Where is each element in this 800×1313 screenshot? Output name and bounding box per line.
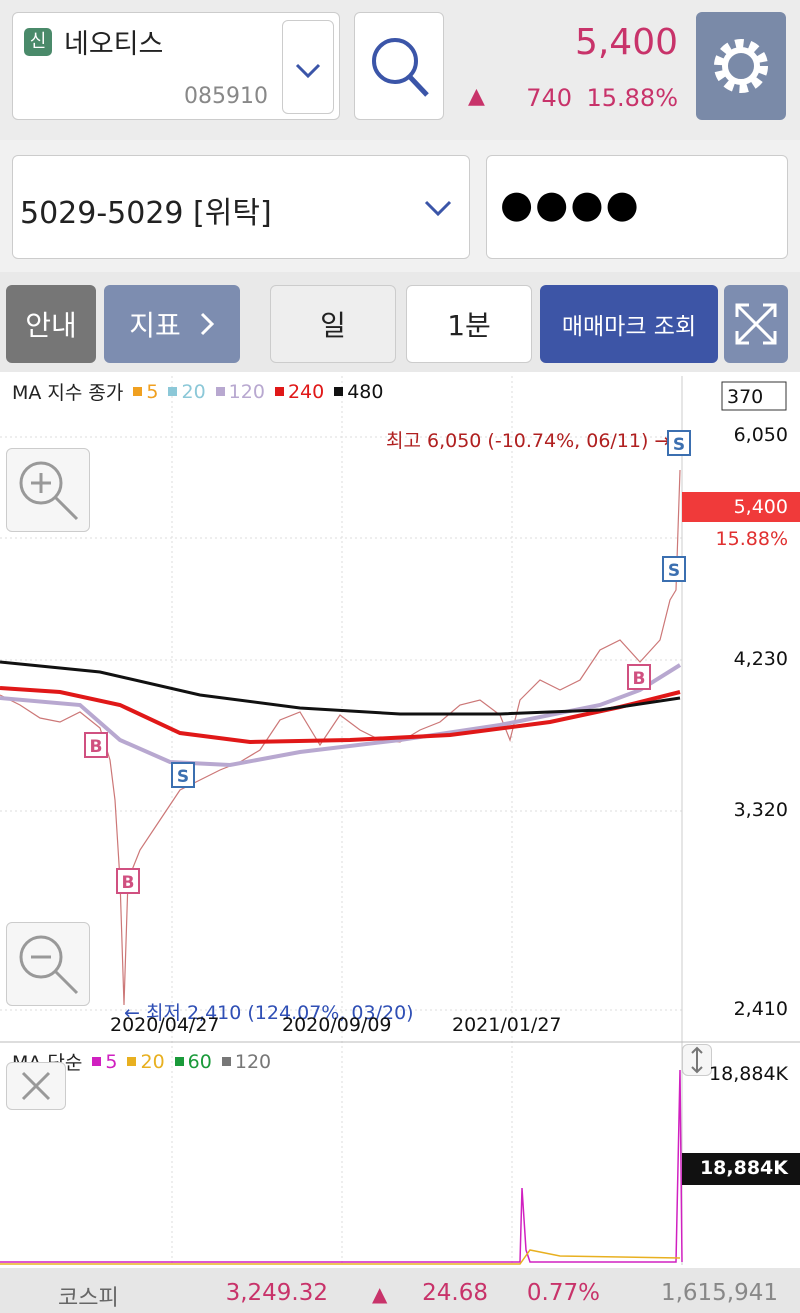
expand-icon — [735, 303, 777, 345]
y-tick-label: 3,320 — [733, 799, 788, 821]
search-button[interactable] — [354, 12, 444, 120]
trade-marker: S — [662, 556, 686, 582]
chevron — [424, 200, 452, 217]
legend-swatch — [127, 1057, 137, 1066]
grid — [0, 376, 682, 1265]
account-selector[interactable] — [12, 155, 470, 259]
legend-label: 120 — [228, 380, 265, 403]
chevron — [200, 312, 214, 336]
resize-button[interactable] — [682, 1044, 712, 1076]
index-change-pct: 0.77% — [526, 1280, 600, 1306]
legend-swatch — [221, 1057, 231, 1066]
search-icon — [372, 38, 429, 97]
low-note: ← 최저 2,410 (124.07%, 03/20) — [124, 1002, 414, 1024]
legend-label: 60 — [187, 1050, 212, 1073]
interval-button[interactable]: 1분 — [406, 285, 532, 363]
label: 일 — [320, 309, 346, 342]
legend-label: 20 — [181, 380, 206, 403]
price-line — [0, 469, 681, 1006]
legend-swatch — [215, 387, 225, 396]
label: 안내 — [25, 309, 77, 342]
trade-marker: B — [116, 868, 140, 894]
label: 지표 — [129, 309, 181, 342]
password-field[interactable] — [486, 155, 788, 259]
period-button[interactable]: 일 — [270, 285, 396, 363]
current-price-box — [682, 492, 800, 522]
legend-swatch — [168, 387, 178, 396]
info-button[interactable]: 안내 — [6, 285, 96, 363]
legend-label: 120 — [234, 1050, 272, 1073]
y-tick-label: 4,230 — [733, 648, 788, 670]
account: 5029-5029 [위탁] — [20, 196, 272, 231]
current-pct: 15.88% — [715, 528, 788, 550]
stock-name: 네오티스 — [64, 29, 164, 60]
dropdown-button[interactable] — [282, 20, 334, 114]
gear-icon — [714, 39, 768, 93]
legend-label: 5 — [146, 380, 159, 403]
current-volume-box — [682, 1153, 800, 1185]
label: 1분 — [447, 309, 491, 342]
index-volume: 1,615,941 — [660, 1280, 778, 1306]
volume-current-label: 18,884K — [699, 1157, 788, 1179]
index-value: 3,249.32 — [225, 1280, 328, 1306]
change: 740 — [526, 84, 572, 112]
legend-swatch — [92, 1057, 102, 1066]
y-tick-label: 2,410 — [733, 998, 788, 1020]
x-tick-label: 2021/01/27 — [452, 1014, 562, 1036]
legend-title: MA 지수 종가 — [12, 382, 124, 404]
badge: 신 — [24, 28, 52, 56]
label: 매매마크 조회 — [561, 314, 697, 340]
resize-icon — [691, 1046, 703, 1074]
volume-top-label: 18,884K — [709, 1063, 788, 1085]
settings-button[interactable] — [696, 12, 786, 120]
y-tick-label: 6,050 — [733, 424, 788, 446]
x-tick-label: 2020/09/09 — [282, 1014, 392, 1036]
volume-ma-line — [0, 1249, 681, 1265]
close-icon — [21, 1071, 51, 1101]
trade-marker: B — [84, 732, 108, 758]
chart — [0, 376, 800, 1265]
x-tick-label: 2020/04/27 — [110, 1014, 220, 1036]
indicator-button[interactable]: 지표 — [104, 285, 240, 363]
high-note: 최고 6,050 (-10.74%, 06/11) → — [386, 430, 671, 452]
count: 370 — [727, 386, 764, 408]
trade-mark-button[interactable]: 매매마크 조회 — [540, 285, 718, 363]
volume-line — [0, 1069, 683, 1263]
legend-swatch — [133, 387, 143, 396]
zoom-out-icon — [19, 935, 79, 995]
legend-label: 5 — [105, 1050, 118, 1073]
trade-marker: S — [171, 762, 195, 788]
legend-swatch — [174, 1057, 184, 1066]
ma120-line — [0, 663, 682, 768]
index-arrow: ▲ — [372, 1282, 388, 1306]
ma480-line — [0, 660, 681, 716]
index-name: 코스피 — [58, 1286, 119, 1311]
stock-code: 085910 — [184, 84, 268, 109]
legend-label: 240 — [287, 380, 325, 403]
change-arrow: ▲ — [468, 84, 485, 109]
current-price: 5,400 — [733, 496, 788, 518]
legend-label: 20 — [140, 1050, 165, 1073]
index-change: 24.68 — [422, 1280, 488, 1306]
legend-swatch — [274, 387, 284, 396]
footer — [0, 1268, 800, 1313]
password: ●●●● — [500, 182, 641, 226]
count-box — [721, 381, 787, 411]
price-legend: MA 지수 종가 5 20 120 240 480 — [12, 378, 383, 405]
expand-button[interactable] — [724, 285, 788, 363]
price: 5,400 — [574, 22, 678, 63]
legend-label: 480 — [347, 380, 384, 403]
legend-swatch — [334, 387, 344, 396]
chevron — [295, 63, 321, 79]
close-button[interactable] — [6, 1062, 66, 1110]
change-pct: 15.88% — [586, 84, 678, 112]
zoom-in-icon — [19, 461, 79, 521]
trade-marker: S — [667, 430, 691, 456]
zoom-in-button[interactable] — [6, 448, 90, 532]
ma240-line — [0, 686, 681, 745]
zoom-out-button[interactable] — [6, 922, 90, 1006]
trade-marker: B — [627, 664, 651, 690]
